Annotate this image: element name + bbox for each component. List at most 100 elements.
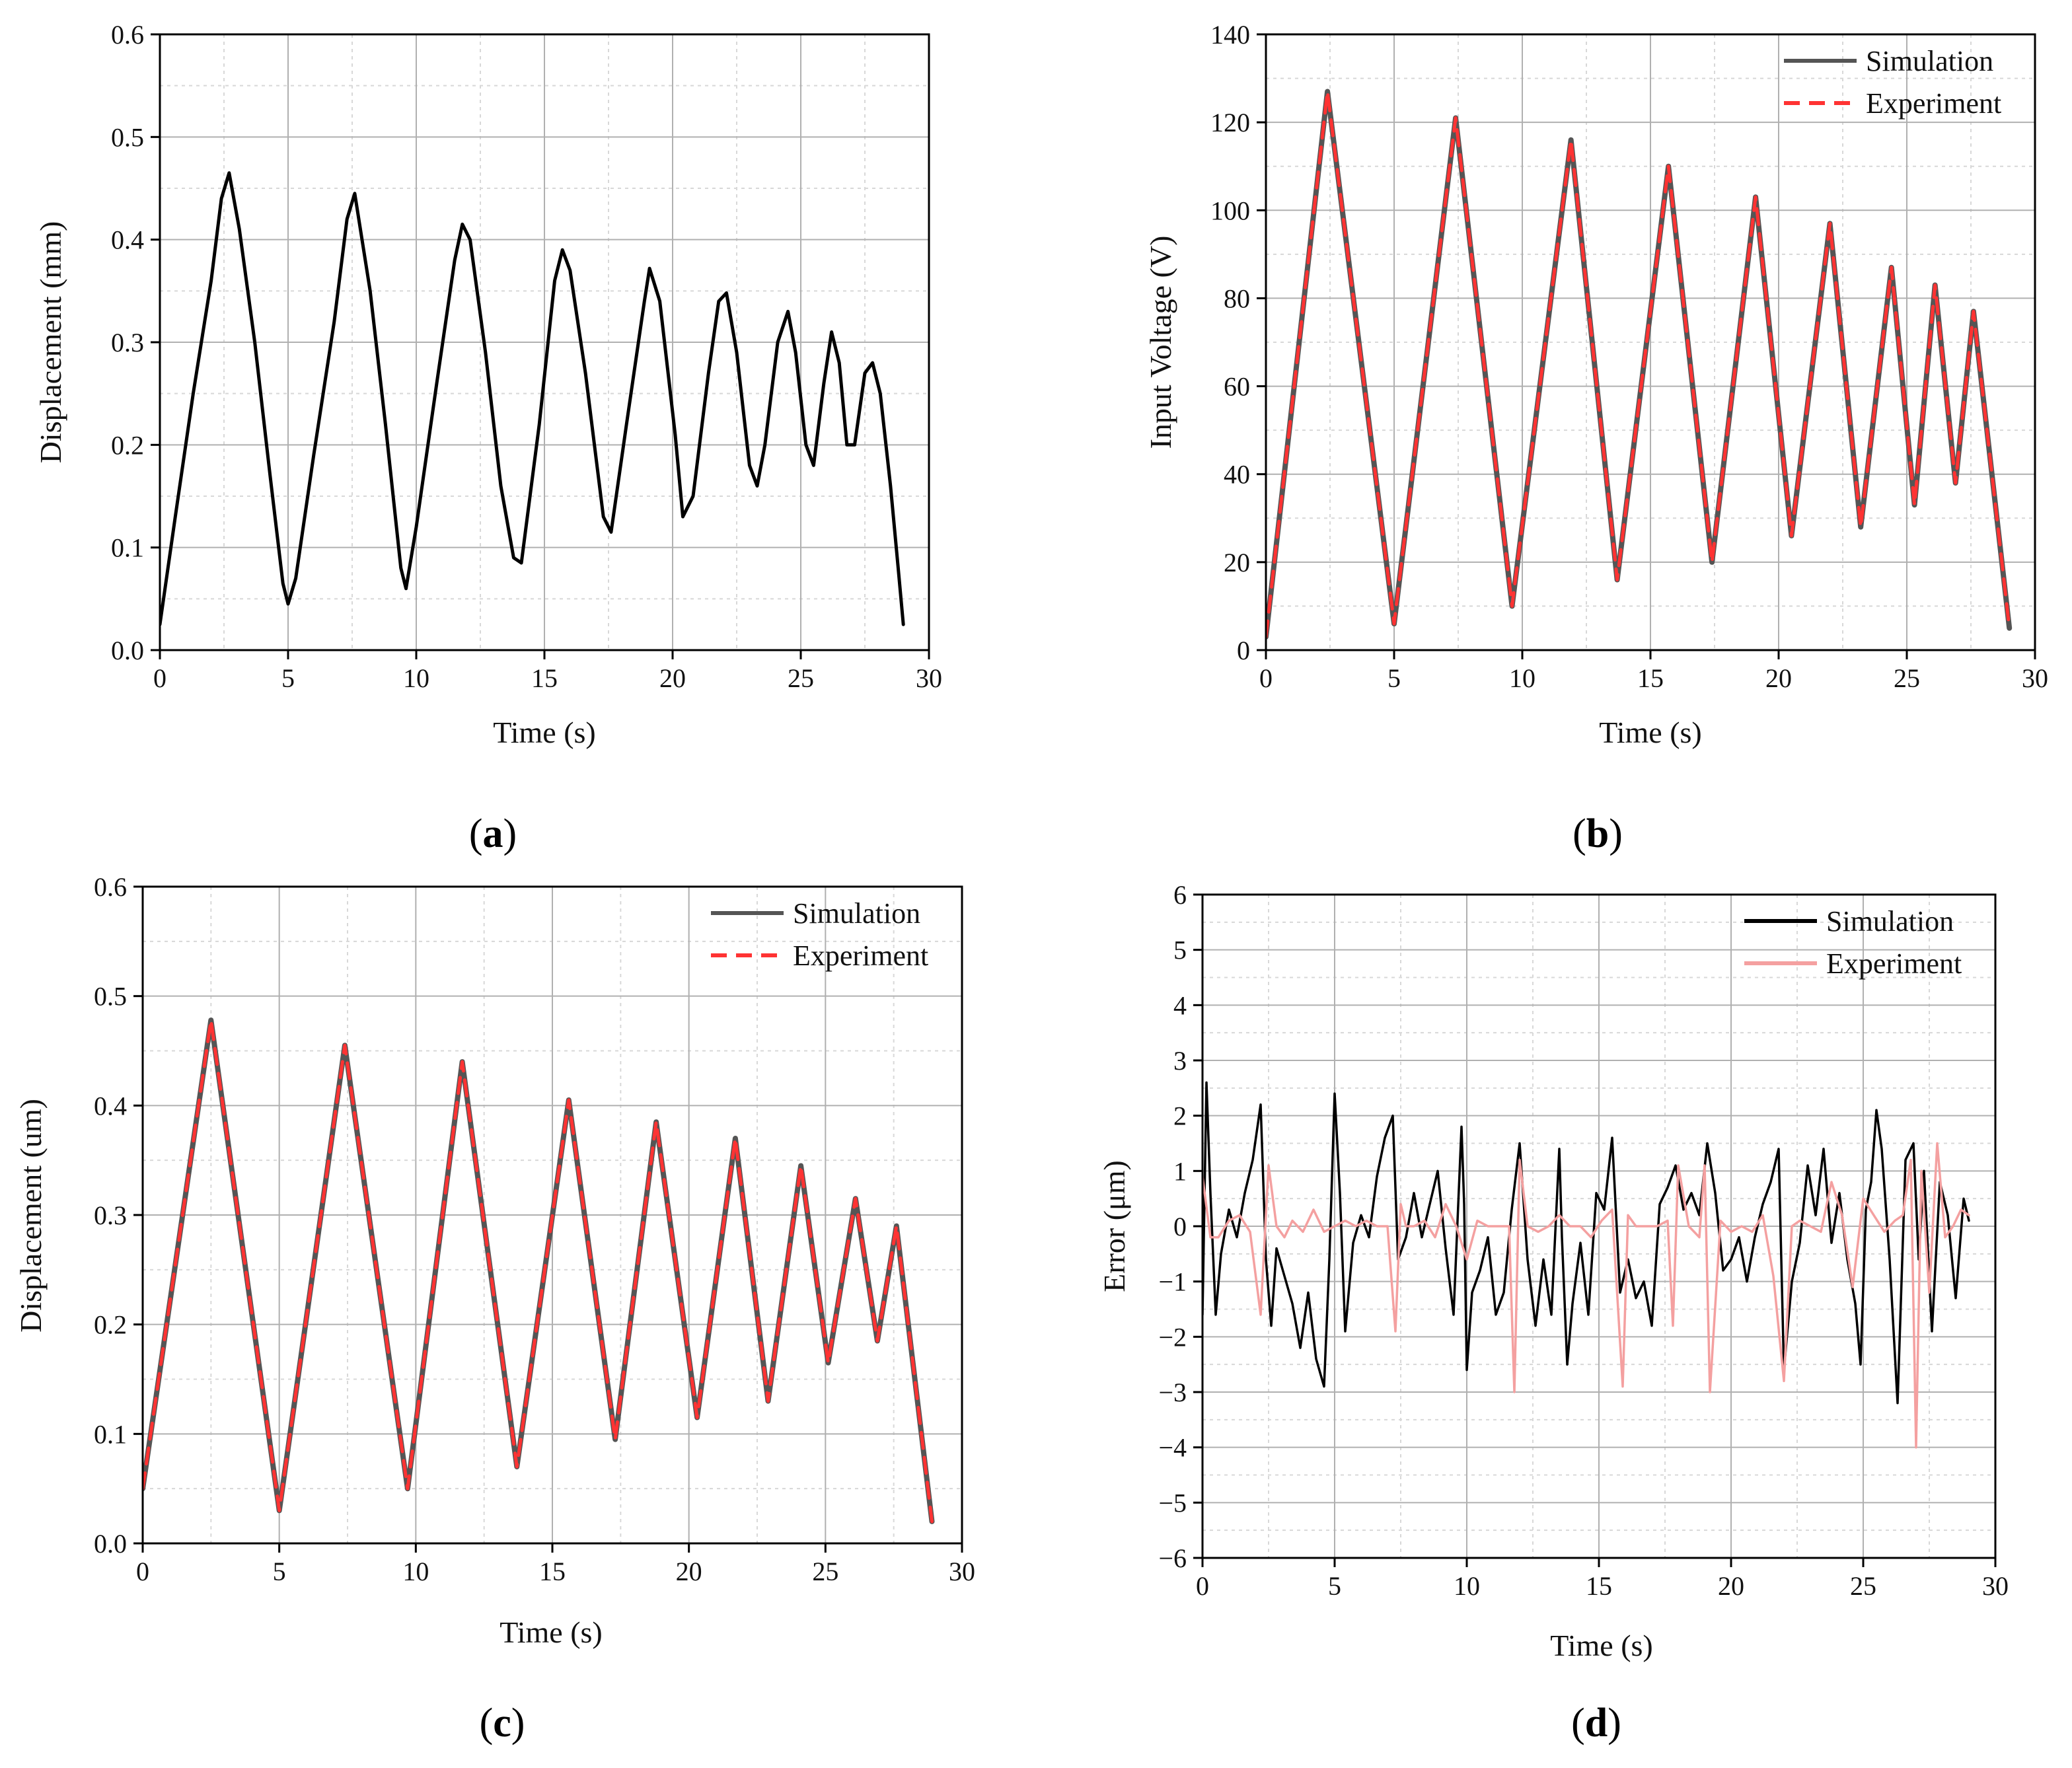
- y-tick-label: −5: [1158, 1488, 1187, 1518]
- x-axis-title-b: Time (s): [1599, 716, 1702, 749]
- y-tick-label: 60: [1224, 372, 1250, 402]
- caption-a: (a): [469, 811, 517, 856]
- y-tick-label: 0.0: [94, 1529, 127, 1559]
- y-tick-label: 0.4: [111, 225, 144, 255]
- y-tick-label: 0.2: [94, 1310, 127, 1340]
- y-axis-title-a: Displacement (mm): [34, 221, 67, 464]
- x-tick-label: 15: [539, 1557, 566, 1586]
- legend-label-experiment: Experiment: [1866, 87, 2001, 120]
- y-tick-label: 0.1: [111, 533, 144, 563]
- y-axis-title-c: Displacement (um): [14, 1099, 48, 1333]
- y-tick-label: 0: [1237, 636, 1250, 665]
- y-tick-label: −6: [1158, 1543, 1187, 1573]
- x-tick-label: 30: [916, 663, 942, 693]
- x-tick-label: 0: [136, 1557, 149, 1586]
- y-tick-label: −2: [1158, 1322, 1187, 1352]
- y-tick-label: 40: [1224, 460, 1250, 490]
- y-tick-label: 100: [1210, 196, 1250, 225]
- legend-label-experiment: Experiment: [793, 939, 928, 972]
- plot-layer-d: 0 5 10 15 20 25 30 −6 −5 −4 −3 −2 −1 0 1 2 3 4 5 6 Simulatio…: [1158, 880, 2009, 1601]
- x-tick-label: 30: [1982, 1571, 2009, 1601]
- x-tick-label: 15: [531, 663, 558, 693]
- y-tick-label: 5: [1173, 936, 1187, 965]
- x-tick-label: 25: [1850, 1571, 1876, 1601]
- y-tick-label: 0.6: [94, 872, 127, 902]
- y-tick-label: 6: [1173, 880, 1187, 910]
- series-line-c-experiment: [143, 1018, 934, 1524]
- x-tick-label: 15: [1586, 1571, 1612, 1601]
- x-axis-title-c: Time (s): [500, 1615, 603, 1649]
- x-axis-title-d: Time (s): [1550, 1629, 1653, 1662]
- y-tick-label: 1: [1173, 1156, 1187, 1186]
- y-tick-label: 0.0: [111, 636, 144, 665]
- x-tick-label: 20: [1718, 1571, 1744, 1601]
- y-tick-label: 0.5: [111, 122, 144, 152]
- caption-d: (d): [1571, 1701, 1621, 1746]
- x-tick-label: 10: [403, 663, 429, 693]
- series-group-b: [1266, 89, 2013, 640]
- x-tick-label: 15: [1637, 663, 1664, 693]
- y-tick-label: 0.3: [111, 328, 144, 357]
- series-line-d-experiment: [1202, 1142, 1970, 1449]
- legend-label-simulation: Simulation: [1826, 905, 1954, 938]
- legend-label-experiment: Experiment: [1826, 947, 1962, 980]
- x-tick-label: 10: [402, 1557, 429, 1586]
- y-tick-label: 0: [1173, 1212, 1187, 1241]
- ticks-c: 0 5 10 15 20 25 30 0.0 0.1 0.2 0.3 0.4 0.5 0.6: [94, 872, 975, 1586]
- y-tick-label: 0.5: [94, 982, 127, 1012]
- x-tick-label: 0: [1259, 663, 1273, 693]
- plot-layer-a: 0 5 10 15 20 25 30 0.0 0.1 0.2 0.3 0.4 0.5 0.6: [111, 20, 942, 693]
- x-tick-label: 5: [281, 663, 295, 693]
- legend-label-simulation: Simulation: [1866, 45, 1993, 77]
- x-tick-label: 0: [153, 663, 166, 693]
- x-tick-label: 25: [812, 1557, 838, 1586]
- series-group-d: [1202, 1081, 1970, 1449]
- y-tick-label: 2: [1173, 1101, 1187, 1131]
- y-tick-label: 0.1: [94, 1419, 127, 1449]
- chart-panel-b: 0 5 10 15 20 25 30 0 20 40 60 80 100 120 140 Simulation…: [1144, 20, 2048, 856]
- x-tick-label: 20: [676, 1557, 702, 1586]
- y-tick-label: 0.3: [94, 1200, 127, 1230]
- y-tick-label: 140: [1210, 20, 1250, 50]
- plot-layer-b: 0 5 10 15 20 25 30 0 20 40 60 80 100 120 140 Simulation…: [1210, 20, 2048, 693]
- x-tick-label: 30: [2022, 663, 2048, 693]
- y-tick-label: −1: [1158, 1267, 1187, 1297]
- legend-d: Simulation Experiment: [1744, 905, 1962, 980]
- caption-c: (c): [480, 1701, 525, 1746]
- chart-panel-a: 0 5 10 15 20 25 30 0.0 0.1 0.2 0.3 0.4 0.5 0.6 Displa…: [34, 20, 942, 856]
- x-tick-label: 20: [659, 663, 686, 693]
- x-tick-label: 5: [1388, 663, 1401, 693]
- y-tick-label: 4: [1173, 990, 1187, 1020]
- legend-b: Simulation Experiment: [1784, 45, 2001, 120]
- x-tick-label: 10: [1454, 1571, 1480, 1601]
- series-group-a: [160, 171, 905, 626]
- y-tick-label: −3: [1158, 1378, 1187, 1407]
- y-tick-label: 0.4: [94, 1091, 127, 1121]
- series-line-a-displacement: [160, 171, 905, 626]
- y-tick-label: 0.6: [111, 20, 144, 50]
- chart-panel-d: 0 5 10 15 20 25 30 −6 −5 −4 −3 −2 −1 0 1 2 3 4 5 6 Simulatio…: [1097, 880, 2009, 1746]
- x-tick-label: 10: [1509, 663, 1536, 693]
- y-tick-label: −4: [1158, 1433, 1187, 1463]
- x-tick-label: 25: [788, 663, 814, 693]
- x-tick-label: 5: [273, 1557, 286, 1586]
- y-tick-label: 3: [1173, 1046, 1187, 1076]
- y-tick-label: 0.2: [111, 430, 144, 460]
- x-axis-title-a: Time (s): [493, 716, 596, 749]
- legend-label-simulation: Simulation: [793, 897, 920, 930]
- series-group-c: [143, 1017, 935, 1524]
- x-tick-label: 30: [949, 1557, 975, 1586]
- ticks-b: 0 5 10 15 20 25 30 0 20 40 60 80 100 120 140: [1210, 20, 2048, 693]
- y-tick-label: 80: [1224, 283, 1250, 313]
- x-tick-label: 5: [1328, 1571, 1341, 1601]
- ticks-d: 0 5 10 15 20 25 30 −6 −5 −4 −3 −2 −1 0 1 2 3 4 5 6: [1158, 880, 2009, 1601]
- y-tick-label: 120: [1210, 108, 1250, 137]
- x-tick-label: 20: [1765, 663, 1792, 693]
- legend-c: Simulation Experiment: [711, 897, 928, 972]
- ticks-a: 0 5 10 15 20 25 30 0.0 0.1 0.2 0.3 0.4 0.5 0.6: [111, 20, 942, 693]
- x-tick-label: 0: [1196, 1571, 1209, 1601]
- series-line-b-experiment: [1266, 90, 2011, 639]
- x-tick-label: 25: [1894, 663, 1920, 693]
- plot-layer-c: 0 5 10 15 20 25 30 0.0 0.1 0.2 0.3 0.4 0.5 0.6 Simulat…: [94, 872, 975, 1586]
